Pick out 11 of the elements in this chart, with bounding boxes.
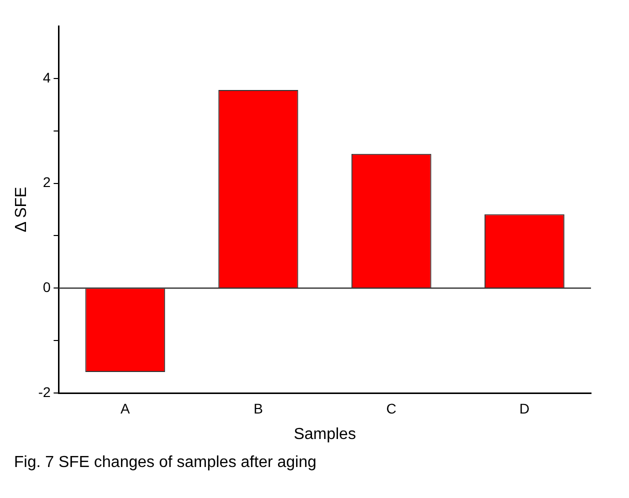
caption: Fig. 7 SFE changes of samples after aging (13, 454, 318, 472)
y-axis-title: Δ SFE (13, 186, 30, 232)
x-axis-title: Samples (294, 426, 356, 443)
x-tick-label: D (519, 400, 530, 416)
x-tick-label: C (386, 400, 396, 416)
y-tick-label: 0 (42, 279, 51, 295)
y-tick-label: 2 (42, 174, 51, 190)
y-tick-label: 4 (42, 69, 51, 86)
x-tick-label: A (120, 400, 131, 416)
y-tick-label: -2 (38, 384, 51, 400)
x-tick-label: B (254, 400, 263, 416)
